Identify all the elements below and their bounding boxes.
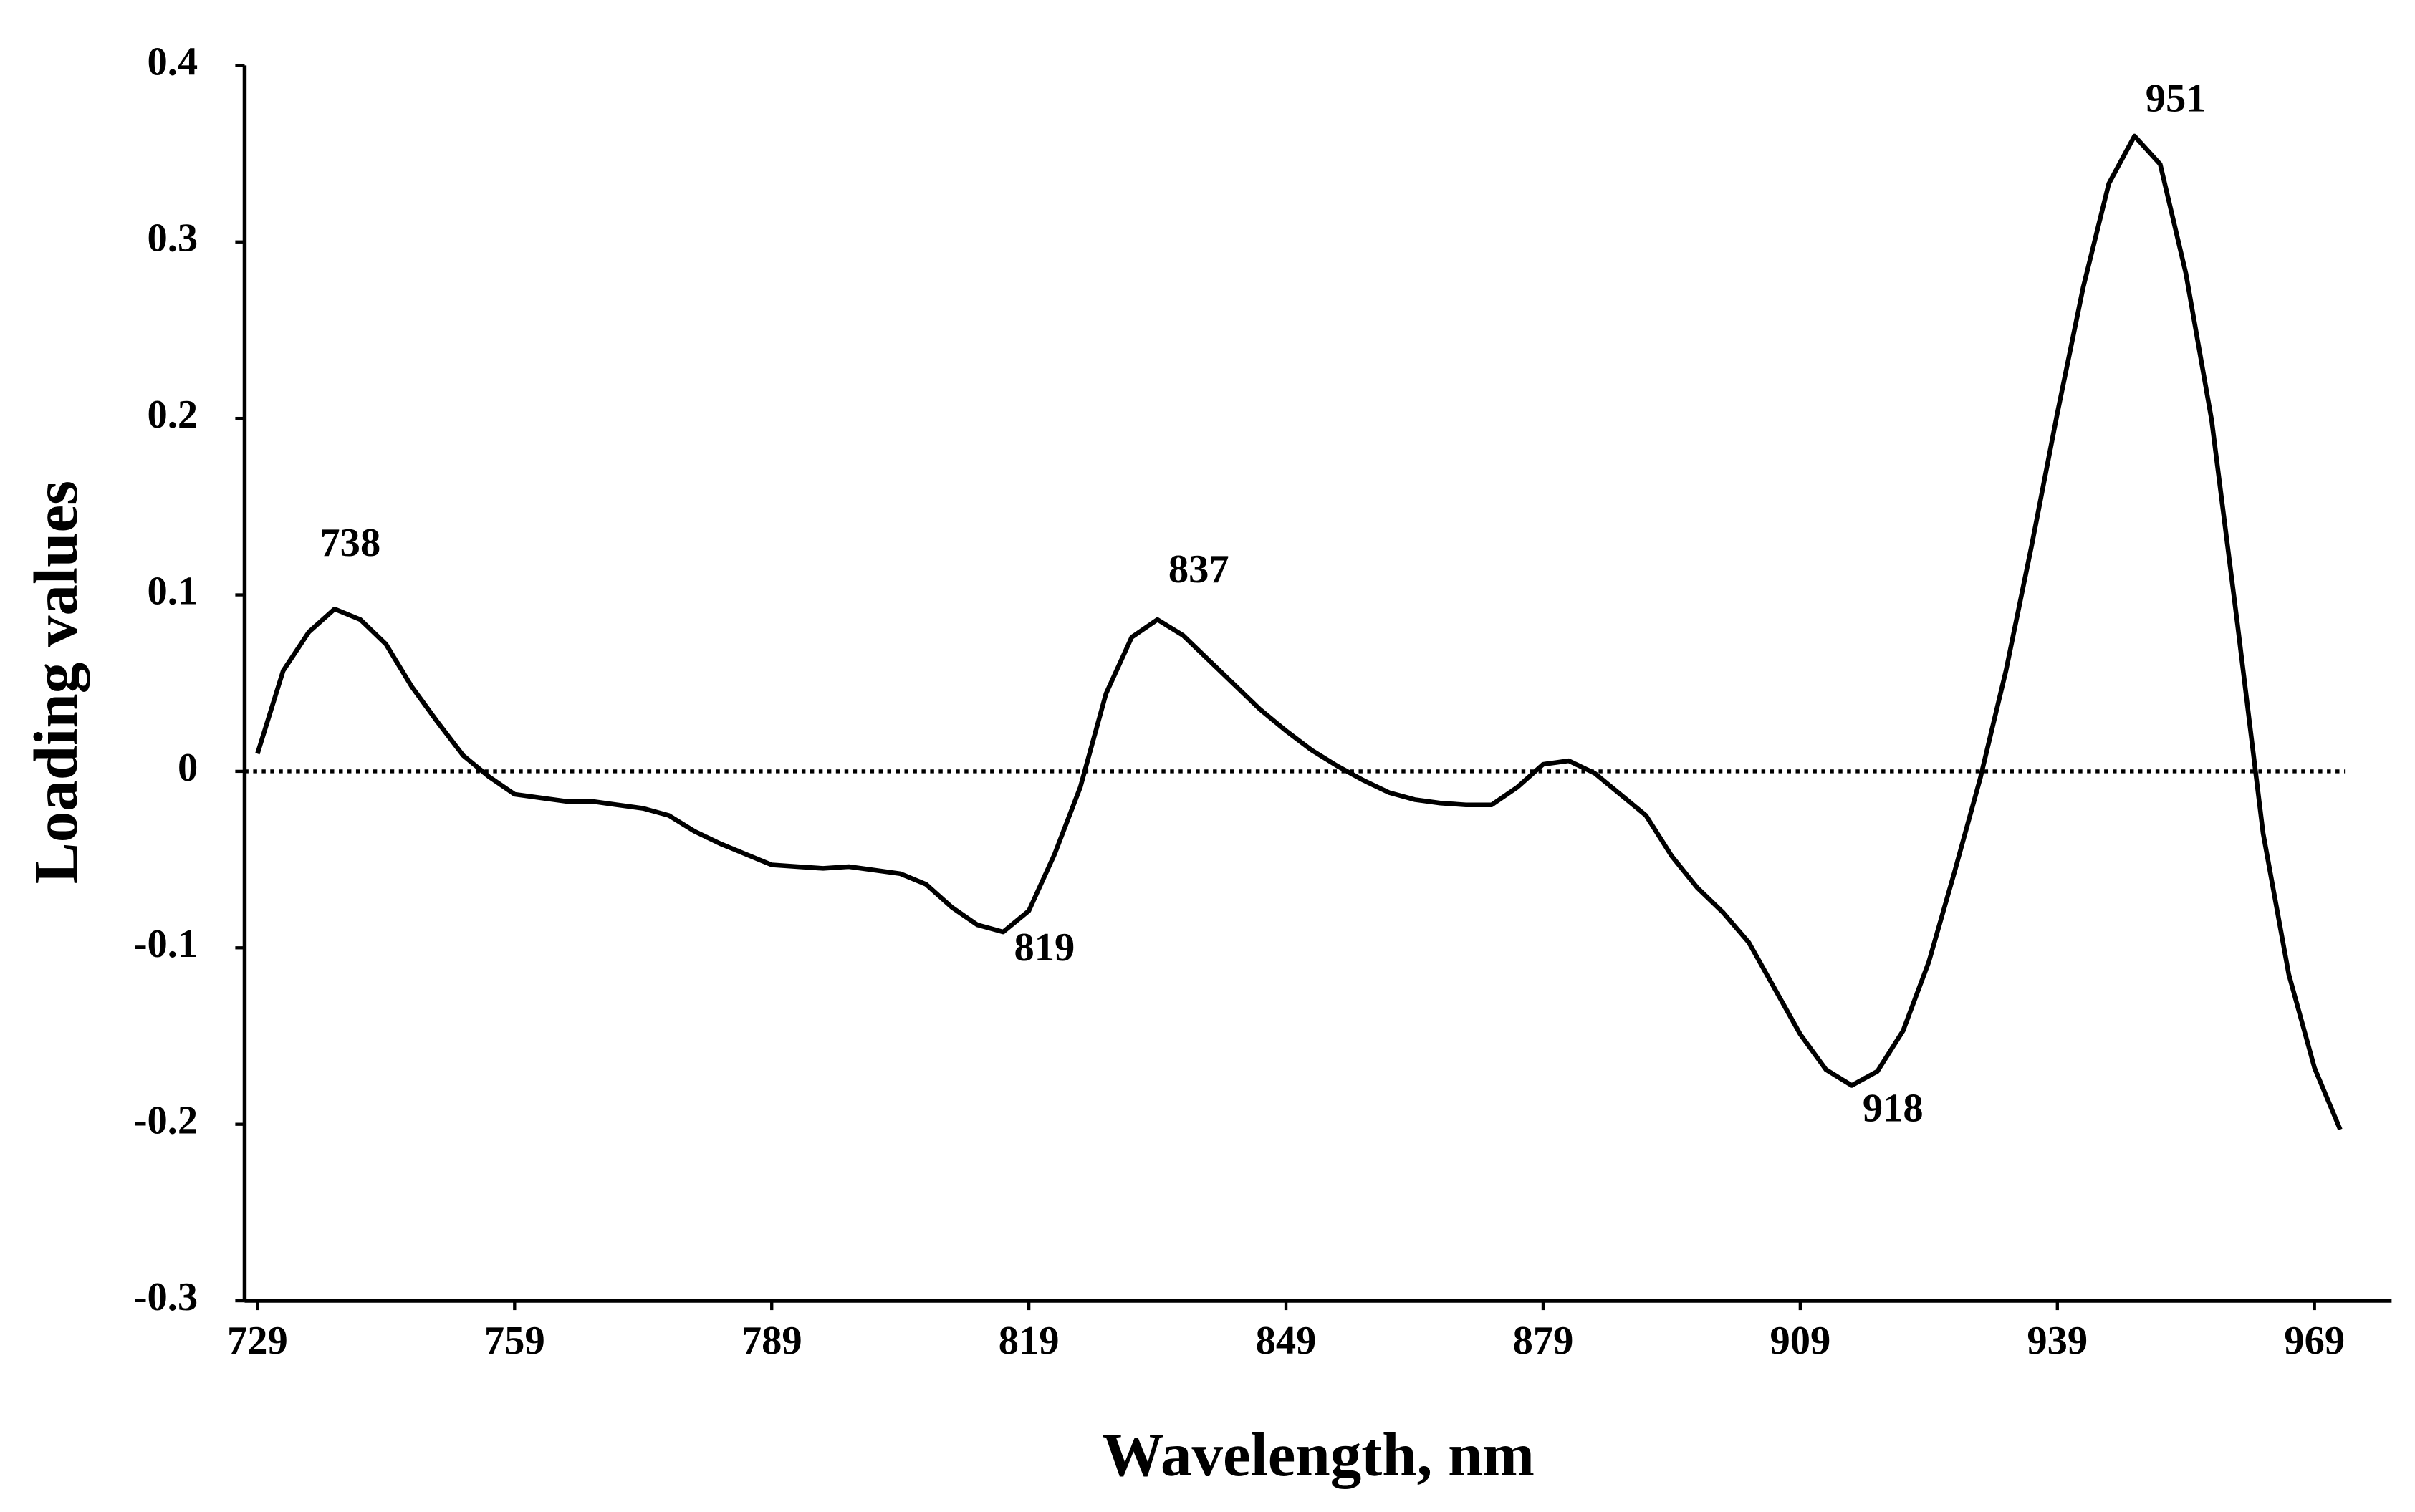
- x-tick-label: 879: [1513, 1319, 1574, 1363]
- x-tick-label: 969: [2284, 1319, 2345, 1363]
- x-tick-label: 819: [999, 1319, 1060, 1363]
- x-tick-label: 849: [1256, 1319, 1317, 1363]
- y-tick-label: 0.1: [148, 569, 198, 613]
- y-tick-label: 0: [178, 746, 198, 790]
- y-tick-label: 0.2: [148, 393, 198, 437]
- peak-label: 738: [320, 521, 380, 565]
- data-line: [255, 133, 2343, 1131]
- x-tick-label: 759: [484, 1319, 545, 1363]
- peak-label: 819: [1014, 925, 1075, 970]
- y-axis-title: Loading values: [21, 481, 90, 884]
- x-tick-label: 909: [1770, 1319, 1830, 1363]
- x-tick-label: 729: [227, 1319, 288, 1363]
- x-tick-label: 939: [2027, 1319, 2088, 1363]
- x-axis-title: Wavelength, nm: [1102, 1420, 1535, 1489]
- y-tick-label: 0.4: [148, 39, 198, 84]
- y-tick-label: -0.2: [134, 1099, 198, 1143]
- peak-label: 918: [1863, 1086, 1924, 1130]
- y-tick-label: -0.1: [134, 922, 198, 966]
- x-tick-label: 789: [741, 1319, 802, 1363]
- peak-label: 951: [2146, 76, 2207, 120]
- y-tick-label: -0.3: [134, 1275, 198, 1319]
- y-tick-label: 0.3: [148, 216, 198, 261]
- peak-label: 837: [1168, 547, 1229, 592]
